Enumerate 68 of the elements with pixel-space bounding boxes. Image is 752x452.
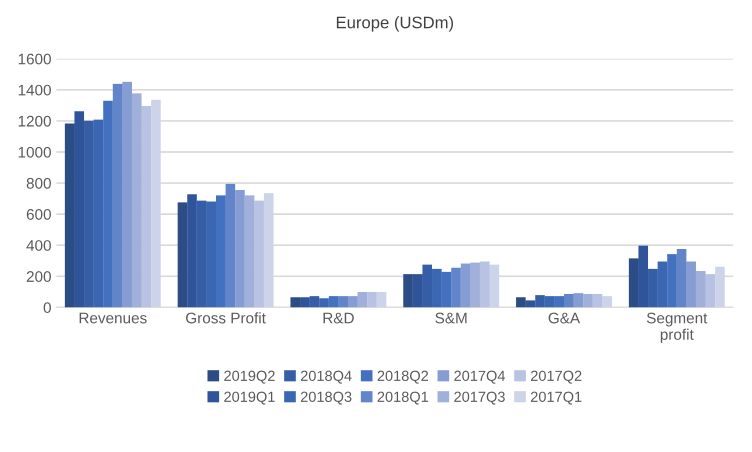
x-tick-label: Revenues	[80, 312, 147, 324]
bar	[480, 262, 490, 308]
bar	[367, 292, 377, 308]
bar	[602, 296, 612, 308]
bar	[376, 292, 386, 308]
bar	[216, 195, 226, 308]
bar	[244, 195, 254, 308]
legend-label: 2017Q1	[530, 392, 582, 405]
bar	[403, 274, 413, 308]
bar	[592, 294, 602, 308]
bar	[254, 200, 264, 308]
bar	[574, 293, 584, 308]
bar	[490, 264, 500, 308]
bar	[112, 84, 122, 308]
y-tick-label: 0	[44, 302, 51, 314]
bar	[676, 248, 686, 308]
legend-label: 2017Q3	[454, 392, 505, 405]
legend-label: 2018Q3	[300, 392, 352, 405]
x-tick-label: G&A	[548, 312, 580, 324]
legend-label: 2018Q4	[300, 370, 352, 384]
legend-label: 2019Q2	[224, 370, 275, 384]
x-tick-label: S&M	[435, 312, 466, 324]
bar	[583, 294, 593, 308]
legend-label: 2018Q1	[378, 392, 428, 405]
legend-label: 2017Q2	[530, 370, 582, 384]
bar	[348, 296, 358, 308]
bar	[628, 258, 638, 308]
bar	[715, 266, 725, 308]
y-tick-label: 1600	[18, 54, 51, 64]
bar	[103, 100, 113, 308]
bar	[686, 262, 696, 308]
y-tick-label: 800	[26, 178, 51, 189]
bar	[226, 184, 236, 308]
bar	[122, 82, 132, 308]
legend-label: 2018Q2	[378, 370, 428, 384]
y-tick-label: 1200	[18, 116, 51, 127]
bar	[235, 190, 245, 308]
bar	[470, 262, 480, 308]
legend-label: 2019Q1	[224, 392, 275, 405]
y-tick-label: 1400	[18, 84, 51, 96]
bar	[358, 292, 368, 308]
bar	[132, 93, 142, 308]
bar	[696, 271, 706, 308]
bar	[667, 254, 677, 308]
y-tick-label: 1000	[18, 146, 51, 158]
bar	[460, 264, 470, 308]
bar	[264, 193, 274, 308]
bar	[516, 297, 526, 308]
bar	[178, 202, 188, 308]
x-tick-label: Segment profit	[646, 312, 708, 343]
chart-title: Europe (USDm)	[336, 16, 454, 32]
bar	[142, 106, 152, 308]
bar	[338, 296, 348, 308]
bar	[151, 100, 161, 308]
bar	[564, 294, 574, 308]
bar	[451, 268, 461, 308]
x-tick-label: Gross Profit	[186, 312, 266, 324]
legend-label: 2017Q4	[454, 370, 506, 384]
y-tick-label: 600	[26, 209, 51, 220]
bar	[706, 274, 716, 308]
bar	[554, 296, 564, 308]
bar	[442, 272, 452, 308]
bar	[64, 124, 74, 308]
bar	[290, 297, 300, 308]
x-tick-label: R&D	[324, 312, 354, 324]
bar	[328, 296, 338, 308]
y-tick-label: 200	[26, 271, 51, 282]
y-tick-label: 400	[26, 240, 51, 251]
